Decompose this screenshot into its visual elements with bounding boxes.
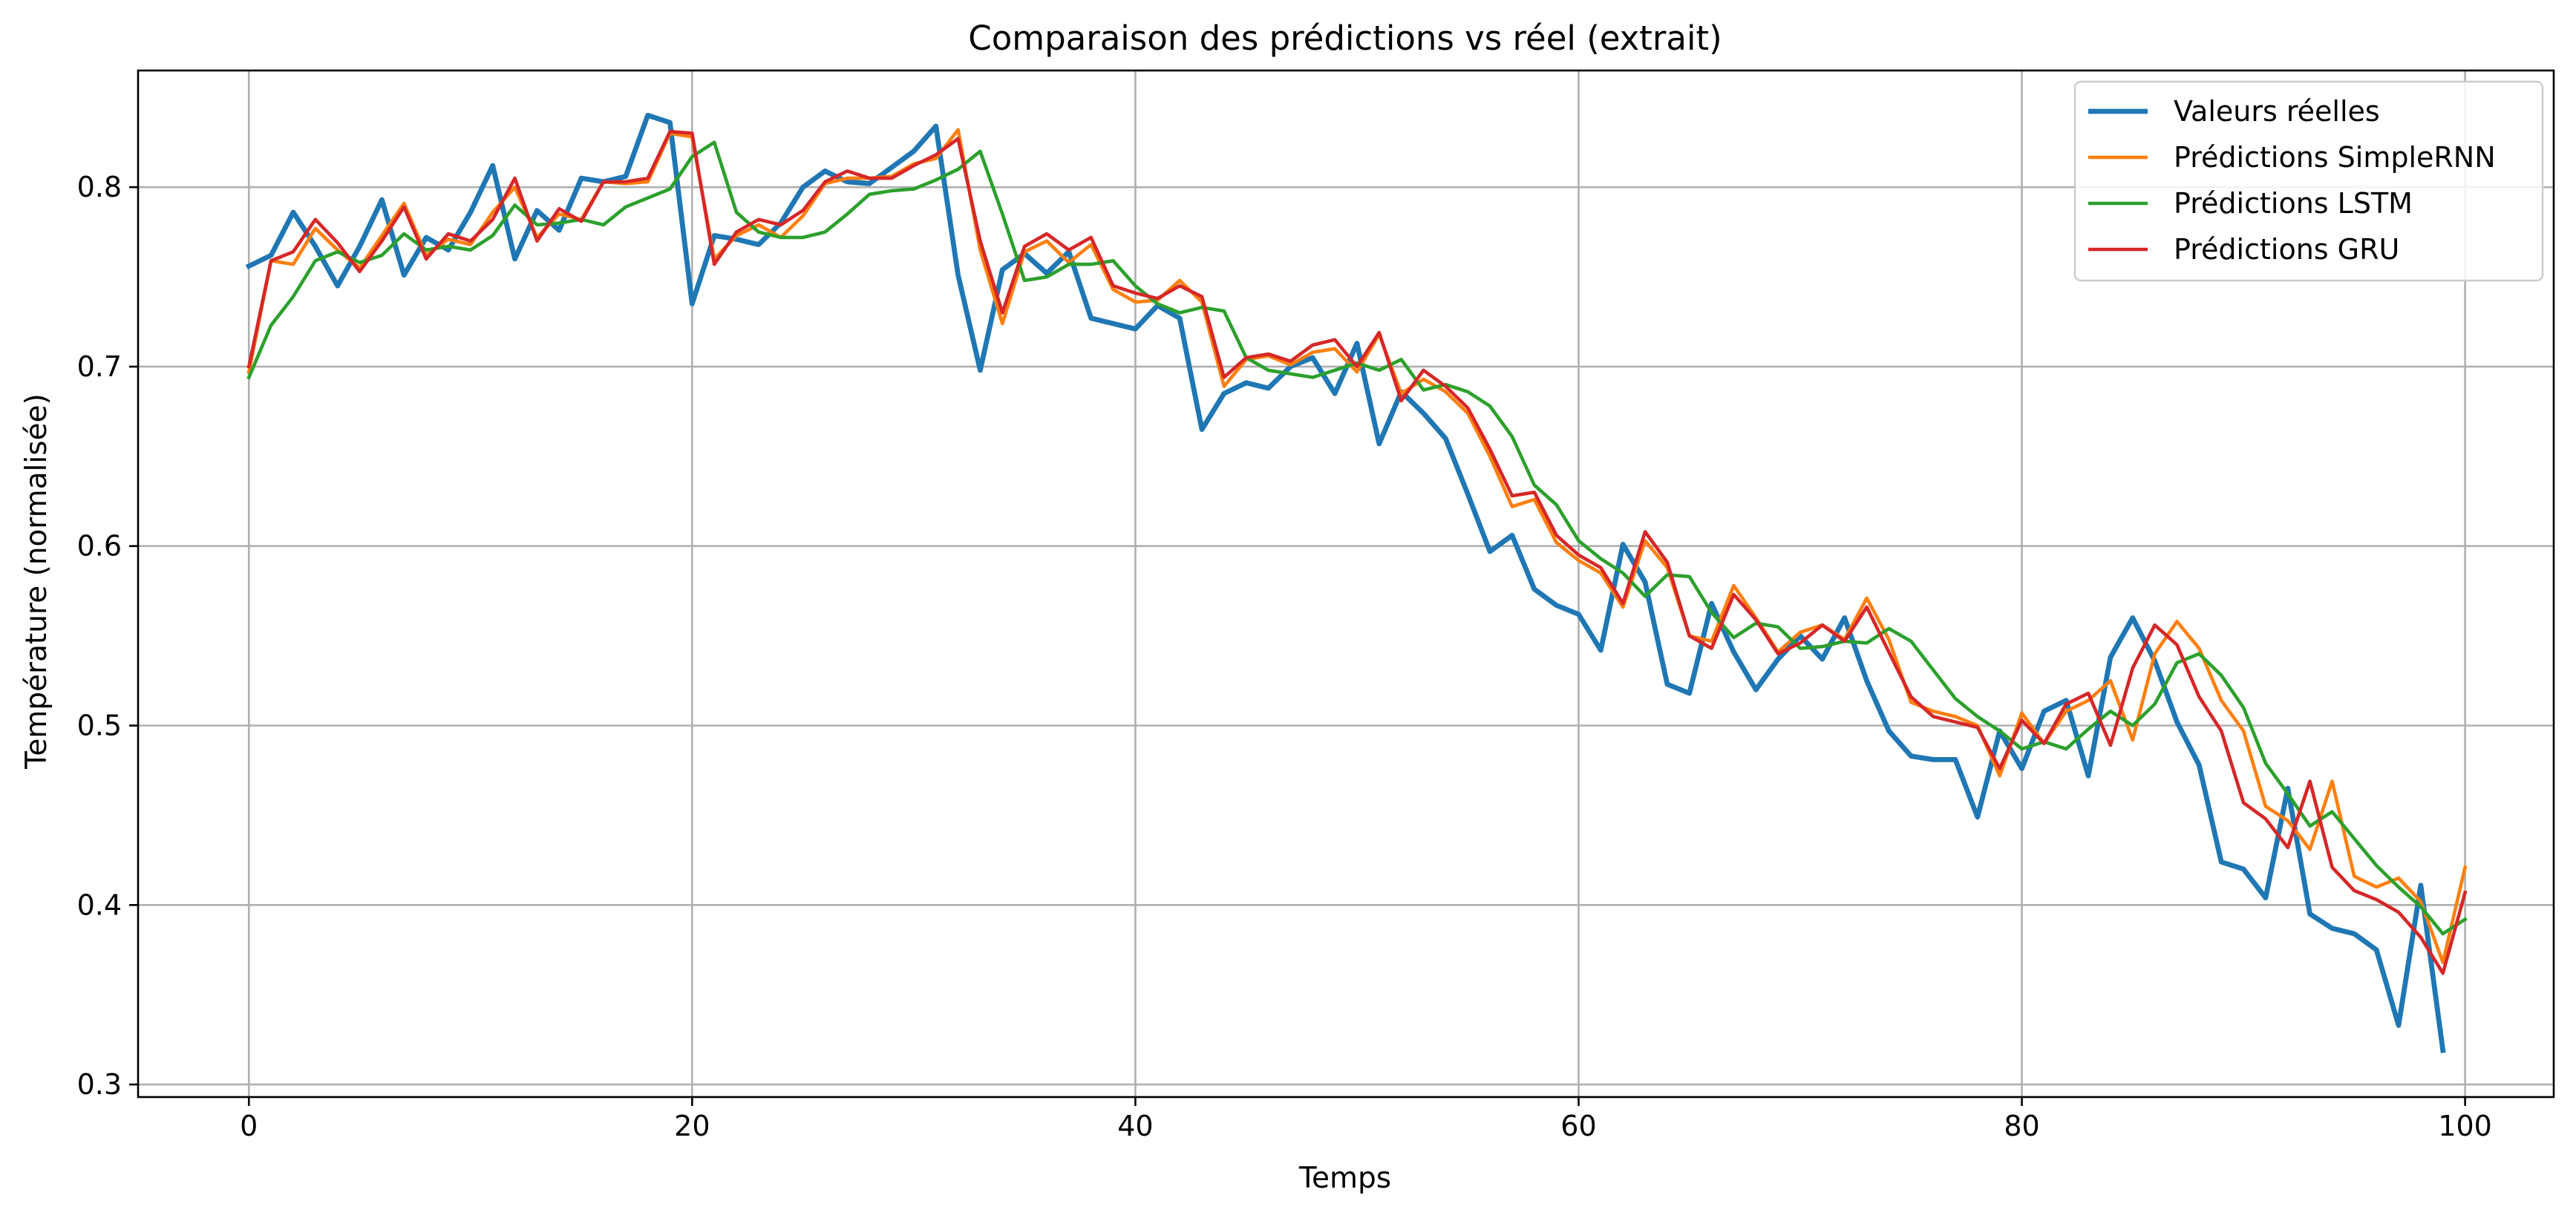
series-line-3 bbox=[246, 140, 2468, 936]
series-line-4 bbox=[246, 129, 2468, 975]
y-tick-label: 0.8 bbox=[77, 171, 122, 203]
x-tick-label: 60 bbox=[1560, 1110, 1596, 1142]
y-tick-label: 0.7 bbox=[77, 350, 122, 383]
y-tick-label: 0.4 bbox=[77, 888, 122, 921]
series-layer bbox=[245, 112, 2468, 1053]
legend-label: Prédictions GRU bbox=[2174, 233, 2399, 266]
x-tick-label: 0 bbox=[240, 1110, 258, 1142]
legend-box bbox=[2073, 80, 2544, 282]
legend-label: Prédictions SimpleRNN bbox=[2174, 141, 2496, 174]
chart-title: Comparaison des prédictions vs réel (ext… bbox=[968, 19, 1722, 58]
legend-label: Valeurs réelles bbox=[2174, 95, 2380, 128]
x-tick-label: 20 bbox=[674, 1110, 710, 1142]
y-tick-label: 0.5 bbox=[77, 710, 122, 742]
legend-label: Prédictions LSTM bbox=[2174, 187, 2413, 220]
x-tick-label: 80 bbox=[2004, 1110, 2039, 1142]
x-axis-label: Temps bbox=[1298, 1162, 1391, 1195]
x-tick-label: 100 bbox=[2438, 1110, 2492, 1142]
legend: Valeurs réelles Prédictions SimpleRNN Préd… bbox=[2073, 80, 2544, 282]
y-axis-label: Température (normalisée) bbox=[20, 393, 53, 770]
x-tick-label: 40 bbox=[1117, 1110, 1153, 1142]
y-tick-label: 0.6 bbox=[77, 530, 122, 563]
y-tick-label: 0.3 bbox=[77, 1068, 122, 1101]
tick-layer: 0 20 40 60 80 100 0.3 0.4 0.5 0.6 0.7 0.8 bbox=[77, 171, 2492, 1142]
plot-frame bbox=[137, 69, 2555, 1099]
